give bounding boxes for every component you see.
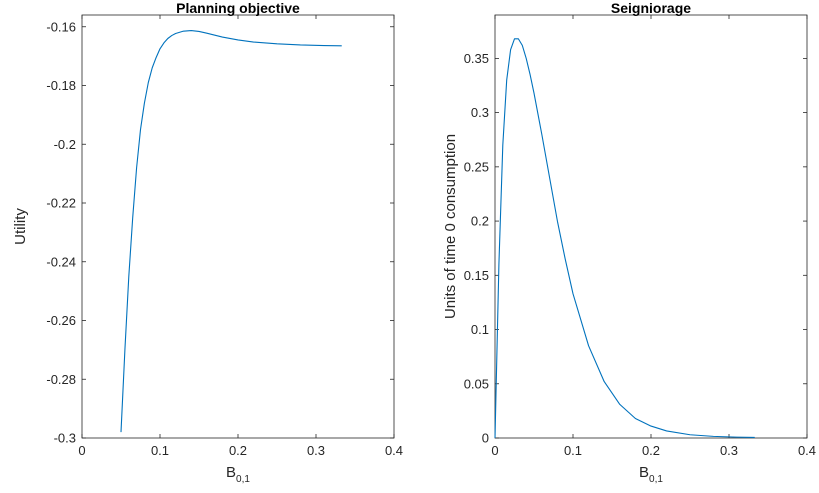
y-tick-label: -0.28 <box>46 372 76 387</box>
y-tick-label: -0.24 <box>46 254 76 269</box>
series-line <box>494 38 755 439</box>
y-tick-label: 0.15 <box>464 268 489 283</box>
x-axis-label-subscript: 0,1 <box>649 474 663 485</box>
chart-seigniorage: 0 0.1 0.2 0.3 0.4 0 0.05 0.1 0.15 0.2 0.25 0.3 0.35 S… <box>442 0 816 485</box>
chart-planning: 0 0.1 0.2 0.3 0.4 -0.3 -0.28 -0.26 -0.24 -0.22 -0.… <box>12 0 403 485</box>
x-axis-label-main: B <box>226 464 236 481</box>
x-tick-label: 0.2 <box>642 443 660 458</box>
y-tick-label: 0.25 <box>464 159 489 174</box>
y-tick-label: 0 <box>482 431 489 446</box>
x-tick-label: 0.4 <box>385 443 403 458</box>
axes-box <box>81 14 395 439</box>
x-tick-label: 0.1 <box>564 443 582 458</box>
x-tick-label: 0.3 <box>307 443 325 458</box>
series-line <box>120 30 342 433</box>
x-tick-label: 0.3 <box>720 443 738 458</box>
x-axis-label-main: B <box>639 464 649 481</box>
y-tick-label: 0.35 <box>464 51 489 66</box>
y-tick-label: -0.26 <box>46 313 76 328</box>
x-axis-label: B0,1 <box>639 464 663 485</box>
y-tick-label: -0.22 <box>46 196 76 211</box>
x-tick-label: 0 <box>78 443 85 458</box>
y-axis-label: Utility <box>12 208 29 245</box>
chart-title: Seigniorage <box>611 0 691 16</box>
y-tick-label: 0.1 <box>471 322 489 337</box>
x-axis-label-subscript: 0,1 <box>236 474 250 485</box>
x-axis-label: B0,1 <box>226 464 250 485</box>
x-tick-label: 0.4 <box>798 443 816 458</box>
y-tick-label: -0.18 <box>46 78 76 93</box>
y-tick-label: -0.16 <box>46 19 76 34</box>
y-axis-label: Units of time 0 consumption <box>442 134 459 319</box>
x-tick-label: 0.2 <box>229 443 247 458</box>
y-tick-label: 0.05 <box>464 376 489 391</box>
axes-box <box>494 14 808 439</box>
y-tick-label: -0.3 <box>54 431 76 446</box>
y-tick-label: 0.3 <box>471 105 489 120</box>
y-tick-label: 0.2 <box>471 214 489 229</box>
y-tick-label: -0.2 <box>54 137 76 152</box>
x-tick-label: 0 <box>491 443 498 458</box>
x-tick-label: 0.1 <box>151 443 169 458</box>
chart-title: Planning objective <box>176 0 300 16</box>
